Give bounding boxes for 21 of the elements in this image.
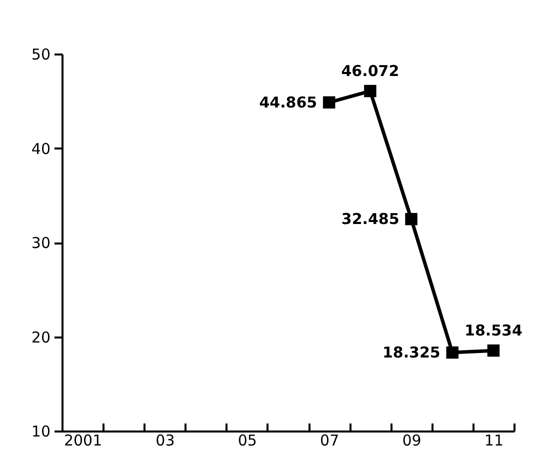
x-tick-label: 03 <box>156 432 175 450</box>
data-label: 18.534 <box>464 322 522 340</box>
x-tick-label: 2001 <box>64 432 102 450</box>
point <box>446 346 458 359</box>
y-tick-label: 50 <box>31 46 50 64</box>
point <box>405 212 418 226</box>
data-label: 32.485 <box>341 210 400 228</box>
x-tick-label: 09 <box>402 432 422 450</box>
y-tick-label: 20 <box>31 328 50 346</box>
x-tick-label: 07 <box>320 432 340 450</box>
point <box>487 344 500 357</box>
x-tick-label: 05 <box>238 432 257 450</box>
point <box>364 84 376 98</box>
data-label: 44.865 <box>259 93 318 112</box>
x-tick-label: 11 <box>484 432 504 450</box>
y-tick-label: 10 <box>31 422 50 440</box>
data-label: 18.325 <box>382 344 440 362</box>
y-tick-label: 40 <box>31 140 50 158</box>
point <box>322 96 336 109</box>
y-tick-label: 30 <box>31 234 50 252</box>
data-label: 46.072 <box>341 62 400 80</box>
